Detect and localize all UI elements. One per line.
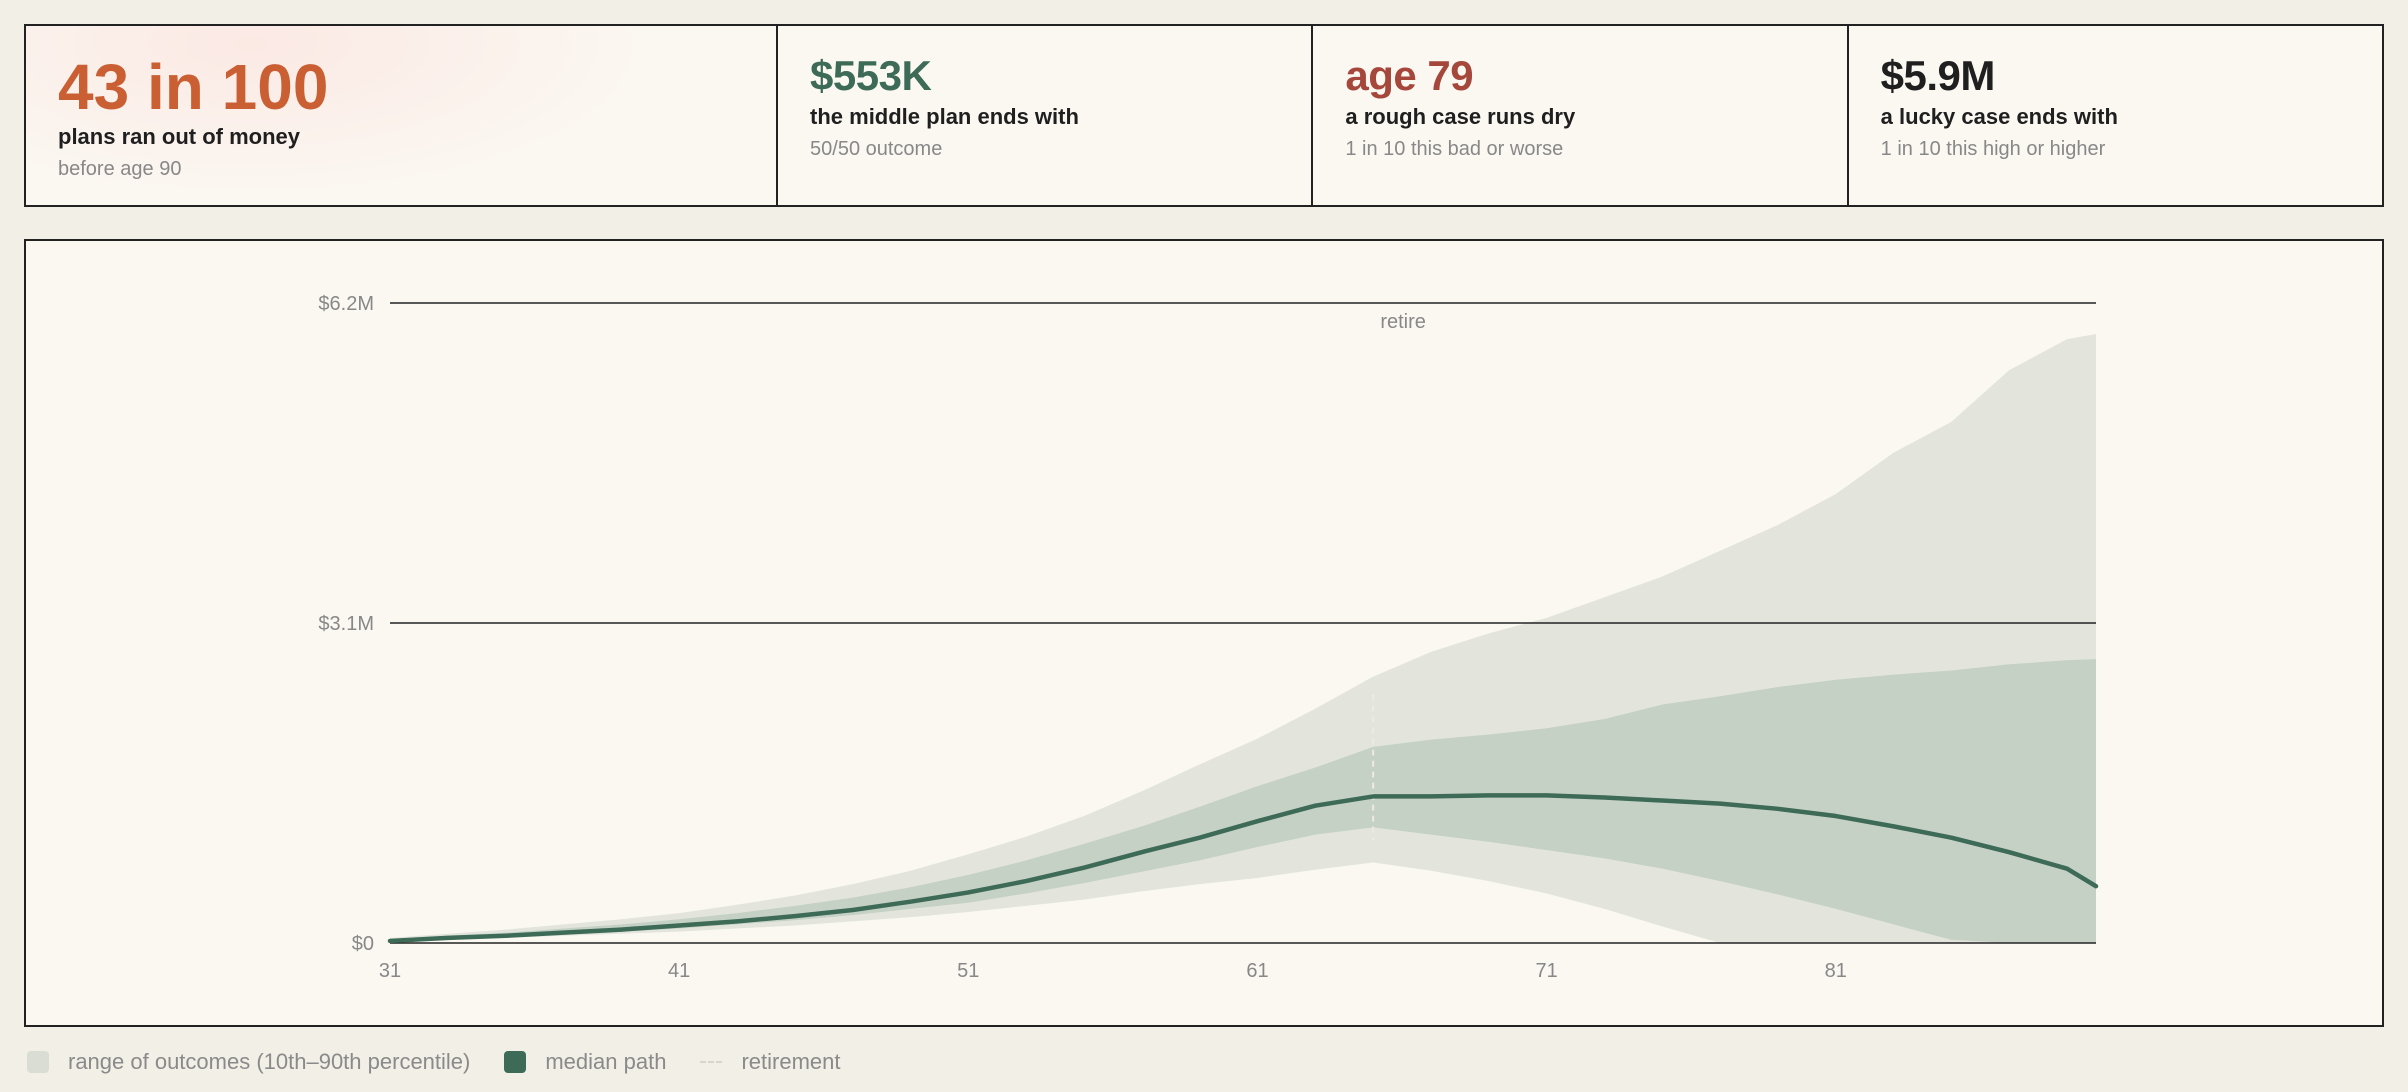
stat-subtext: 1 in 10 this high or higher [1880, 138, 2106, 160]
stat-middle-plan: $553K the middle plan ends with 50/50 ou… [776, 26, 1311, 205]
stat-subtext: 1 in 10 this bad or worse [1345, 138, 1564, 160]
x-tick-label: 31 [379, 960, 401, 982]
legend-item-median: median path [504, 1049, 666, 1075]
x-tick-label: 61 [1246, 960, 1268, 982]
summary-stats: 43 in 100 plans ran out of money before … [24, 24, 2384, 207]
chart-legend: range of outcomes (10th–90th percentile)… [27, 1046, 875, 1078]
stat-subtext: 50/50 outcome [810, 138, 943, 160]
stat-label: the middle plan ends with [810, 104, 1079, 129]
legend-range-swatch [27, 1051, 49, 1073]
stat-value: 43 in 100 [58, 51, 329, 123]
y-tick-label: $6.2M [318, 293, 374, 315]
stat-label: a lucky case ends with [1880, 104, 2118, 129]
x-tick-label: 81 [1825, 960, 1847, 982]
chart-svg: $0 $3.1M $6.2M 31 41 51 61 71 81 retire [318, 293, 2099, 982]
legend-item-retirement: retirement [700, 1049, 841, 1075]
x-tick-label: 71 [1535, 960, 1557, 982]
legend-item-range: range of outcomes (10th–90th percentile) [27, 1049, 470, 1075]
stat-subtext: before age 90 [58, 158, 182, 180]
x-tick-label: 41 [668, 960, 690, 982]
legend-median-label: median path [545, 1049, 667, 1074]
y-tick-label: $0 [352, 933, 374, 955]
legend-retirement-swatch [700, 1061, 723, 1063]
legend-range-label: range of outcomes (10th–90th percentile) [68, 1049, 471, 1074]
legend-median-swatch [504, 1051, 527, 1073]
stat-run-out: 43 in 100 plans ran out of money before … [26, 26, 777, 205]
projection-chart: $0 $3.1M $6.2M 31 41 51 61 71 81 retire [24, 239, 2384, 1027]
retirement-label: retire [1380, 311, 1426, 333]
stat-label: plans ran out of money [58, 124, 301, 149]
stat-lucky-case: $5.9M a lucky case ends with 1 in 10 thi… [1846, 26, 2382, 205]
y-tick-label: $3.1M [318, 613, 374, 635]
stat-value: age 79 [1345, 52, 1474, 99]
stat-value: $553K [810, 52, 932, 99]
median-line [387, 793, 2099, 944]
stat-value: $5.9M [1880, 52, 1996, 99]
stat-rough-case: age 79 a rough case runs dry 1 in 10 thi… [1311, 26, 1846, 205]
legend-retirement-label: retirement [741, 1049, 841, 1074]
stat-label: a rough case runs dry [1345, 104, 1576, 129]
inner-percentile-band [390, 659, 2096, 943]
x-tick-label: 51 [957, 960, 979, 982]
